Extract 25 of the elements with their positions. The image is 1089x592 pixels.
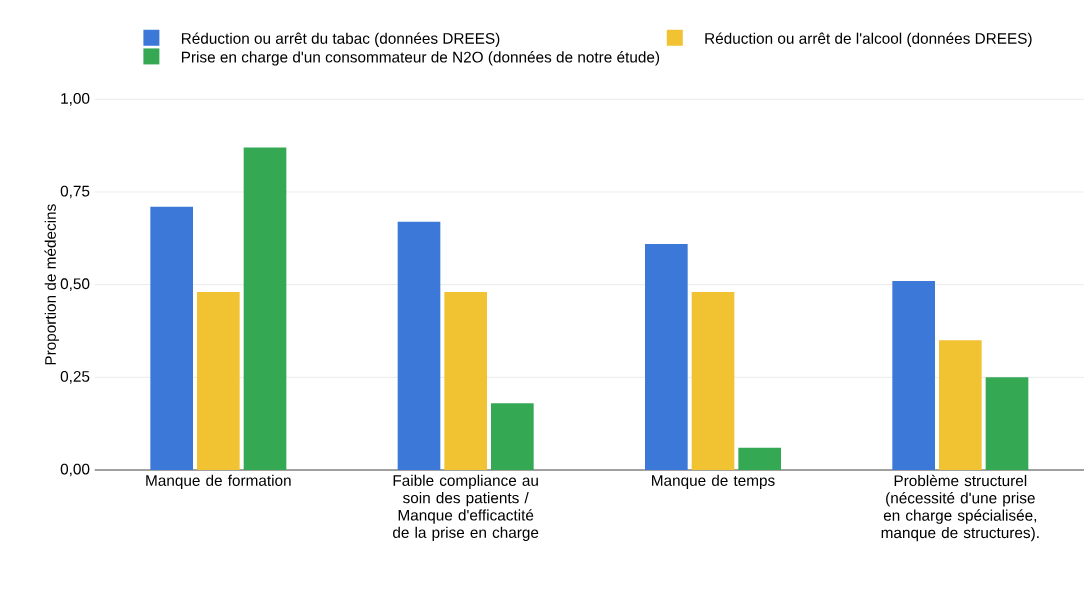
bar — [985, 377, 1029, 470]
bar — [243, 147, 287, 470]
bar — [150, 206, 194, 470]
bar — [939, 340, 982, 470]
bar — [197, 292, 240, 470]
x-tick-label: Manque de formation — [146, 474, 291, 489]
y-tick-label: 0,75 — [60, 185, 90, 199]
bar — [444, 292, 488, 470]
y-tick-label: 0,00 — [60, 463, 90, 477]
x-tick-label: Manque de temps — [652, 474, 775, 489]
legend-label: Réduction ou arrêt du tabac (données DREES) — [181, 32, 500, 47]
legend-label: Réduction ou arrêt de l'alcool (données DREES) — [705, 32, 1032, 47]
y-axis-title: Proportion de médecins — [44, 204, 59, 365]
bar — [397, 221, 441, 470]
y-tick-label: 0,25 — [60, 370, 90, 384]
y-tick-label: 1,00 — [61, 92, 90, 106]
bar — [691, 292, 735, 470]
x-tick-label: Faible compliance au soin des patients / Manque d'efficactité de la prise en charge — [393, 474, 539, 541]
x-tick-label: Problème structurel (nécessité d'une prise en charge spécialisée, manque de structures). — [881, 474, 1039, 542]
y-tick-label: 0,50 — [60, 278, 90, 291]
bar — [645, 243, 688, 470]
bar — [738, 447, 781, 470]
bar — [491, 403, 534, 470]
legend-label: Prise en charge d'un consommateur de N2O (données de notre étude) — [181, 51, 660, 66]
bar — [892, 280, 935, 470]
